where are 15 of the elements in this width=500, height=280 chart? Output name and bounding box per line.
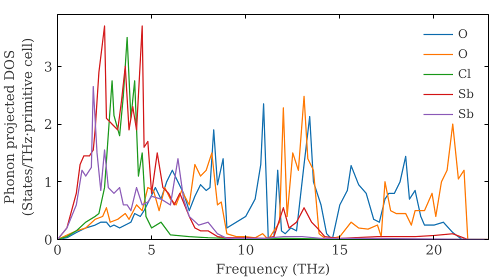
y-tick-label: 3 bbox=[44, 60, 53, 76]
y-tick-label: 1 bbox=[44, 176, 53, 191]
y-axis-title: Phonon projected DOS (States/THz·primitive cell) bbox=[3, 38, 36, 216]
x-tick-label: 20 bbox=[425, 244, 442, 258]
x-tick-label: 10 bbox=[237, 244, 254, 258]
x-tick-label: 15 bbox=[331, 244, 348, 258]
legend-label: Sb bbox=[458, 107, 475, 121]
y-tick-label: 2 bbox=[44, 118, 53, 134]
y-tick-label: 0 bbox=[44, 234, 53, 248]
x-tick-label: 5 bbox=[147, 244, 156, 258]
legend-label: O bbox=[458, 27, 469, 41]
legend-label: Cl bbox=[458, 67, 472, 81]
x-axis-title: Frequency (THz) bbox=[216, 262, 330, 278]
legend-label: O bbox=[458, 47, 469, 61]
legend-label: Sb bbox=[458, 87, 475, 101]
